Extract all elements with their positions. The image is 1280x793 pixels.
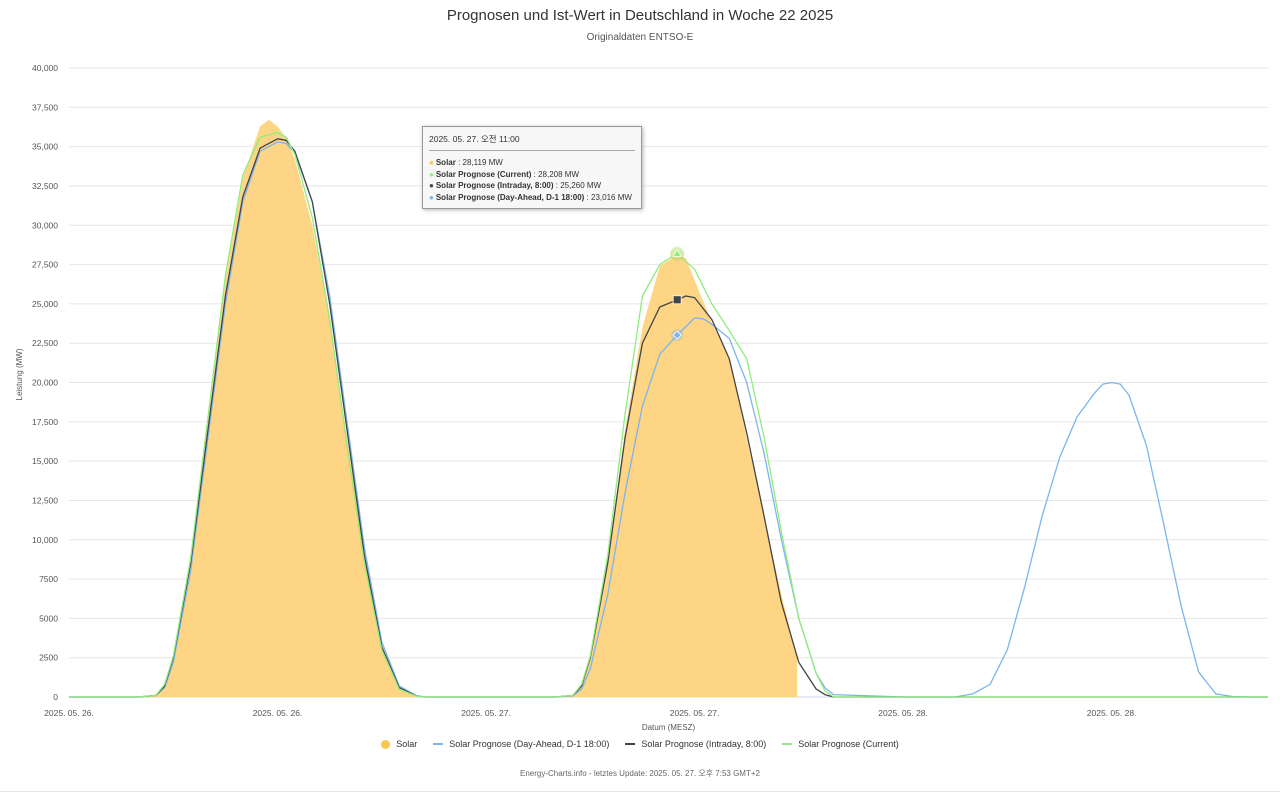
y-tick-label: 37,500 xyxy=(32,102,58,112)
tooltip-row: ● Solar : 28,119 MW xyxy=(429,158,503,167)
y-tick-label: 40,000 xyxy=(32,63,58,73)
y-tick-label: 12,500 xyxy=(32,495,58,505)
tooltip-series-value: 28,208 MW xyxy=(538,169,579,179)
x-tick-label: 2025. 05. 27. xyxy=(670,708,720,718)
legend-label: Solar Prognose (Current) xyxy=(798,739,899,749)
tooltip-row: ● Solar Prognose (Day-Ahead, D-1 18:00) :… xyxy=(429,192,632,202)
hover-marker-current xyxy=(672,248,682,257)
chart-legend: Solar Solar Prognose (Day-Ahead, D-1 18:… xyxy=(0,739,1280,749)
y-tick-label: 35,000 xyxy=(32,142,58,152)
tooltip-series-name: Solar Prognose (Current) xyxy=(435,169,532,179)
legend-symbol-solar xyxy=(381,739,391,749)
y-tick-label: 2500 xyxy=(39,653,58,663)
tooltip-bullet-day-ahead: ● xyxy=(429,192,434,202)
y-axis-title: Leistung (MW) xyxy=(15,348,24,400)
legend-label: Solar Prognose (Intraday, 8:00) xyxy=(641,739,767,749)
legend-item-day-ahead[interactable]: Solar Prognose (Day-Ahead, D-1 18:00) xyxy=(433,739,609,749)
x-tick-label: 2025. 05. 26. xyxy=(253,708,303,718)
x-tick-label: 2025. 05. 28. xyxy=(1087,708,1137,718)
legend-label: Solar Prognose (Day-Ahead, D-1 18:00) xyxy=(449,739,610,749)
legend-item-intraday[interactable]: Solar Prognose (Intraday, 8:00) xyxy=(625,739,766,749)
x-axis-title: Datum (MESZ) xyxy=(642,723,696,732)
tooltip-bullet-intraday: ● xyxy=(429,181,434,190)
chart-title: Prognosen und Ist-Wert in Deutschland in… xyxy=(446,7,834,24)
y-tick-label: 15,000 xyxy=(32,456,58,466)
tooltip-series-name: Solar Prognose (Day-Ahead, D-1 18:00) xyxy=(435,192,585,202)
tooltip-row: ● Solar Prognose (Intraday, 8:00) : 25,26… xyxy=(429,181,602,190)
y-tick-label: 25,000 xyxy=(32,299,58,309)
hover-marker-intraday xyxy=(672,295,682,305)
tooltip-series-name: Solar Prognose (Intraday, 8:00) xyxy=(435,181,554,190)
y-tick-label: 7500 xyxy=(39,574,58,584)
y-tick-label: 32,500 xyxy=(32,181,58,191)
chart-subtitle: Originaldaten ENTSO-E xyxy=(586,32,694,43)
tooltip-series-value: 28,119 MW xyxy=(462,158,503,167)
y-tick-label: 10,000 xyxy=(32,535,58,545)
tooltip-row: ● Solar Prognose (Current) : 28,208 MW xyxy=(429,169,579,179)
tooltip-series-name: Solar xyxy=(435,158,456,167)
y-tick-label: 22,500 xyxy=(32,338,58,348)
y-tick-label: 5000 xyxy=(39,613,58,623)
tooltip-bullet-current: ● xyxy=(429,169,434,179)
x-tick-label: 2025. 05. 26. xyxy=(44,708,94,718)
hover-marker-day-ahead xyxy=(672,330,682,340)
y-tick-label: 17,500 xyxy=(32,417,58,427)
x-tick-label: 2025. 05. 27. xyxy=(461,708,511,718)
tooltip-header: 2025. 05. 27. 오전 11:00 xyxy=(429,133,635,151)
chart-credits[interactable]: Energy-Charts.info - letztes Update: 202… xyxy=(520,769,760,778)
tooltip-series-value: 25,260 MW xyxy=(560,181,602,190)
y-tick-label: 0 xyxy=(53,692,58,702)
chart-tooltip: 2025. 05. 27. 오전 11:00 ● Solar : 28,119 M… xyxy=(422,126,642,209)
x-tick-label: 2025. 05. 28. xyxy=(878,708,928,718)
y-tick-label: 27,500 xyxy=(32,260,58,270)
legend-label: Solar xyxy=(396,739,418,749)
legend-item-current[interactable]: Solar Prognose (Current) xyxy=(782,739,899,749)
tooltip-series-value: 23,016 MW xyxy=(591,192,632,202)
y-tick-label: 20,000 xyxy=(32,378,58,388)
y-tick-label: 30,000 xyxy=(32,220,58,230)
legend-symbol-current xyxy=(782,743,793,745)
legend-item-solar[interactable]: Solar xyxy=(381,739,417,749)
series-line-solar-prognose-day-ahead-d-1-18-00 xyxy=(69,141,1268,698)
legend-symbol-day-ahead xyxy=(433,743,444,745)
series-line-solar-prognose-current xyxy=(69,131,1268,698)
legend-symbol-intraday xyxy=(625,743,636,745)
tooltip-bullet-solar: ● xyxy=(429,158,434,167)
divider xyxy=(0,791,1280,792)
